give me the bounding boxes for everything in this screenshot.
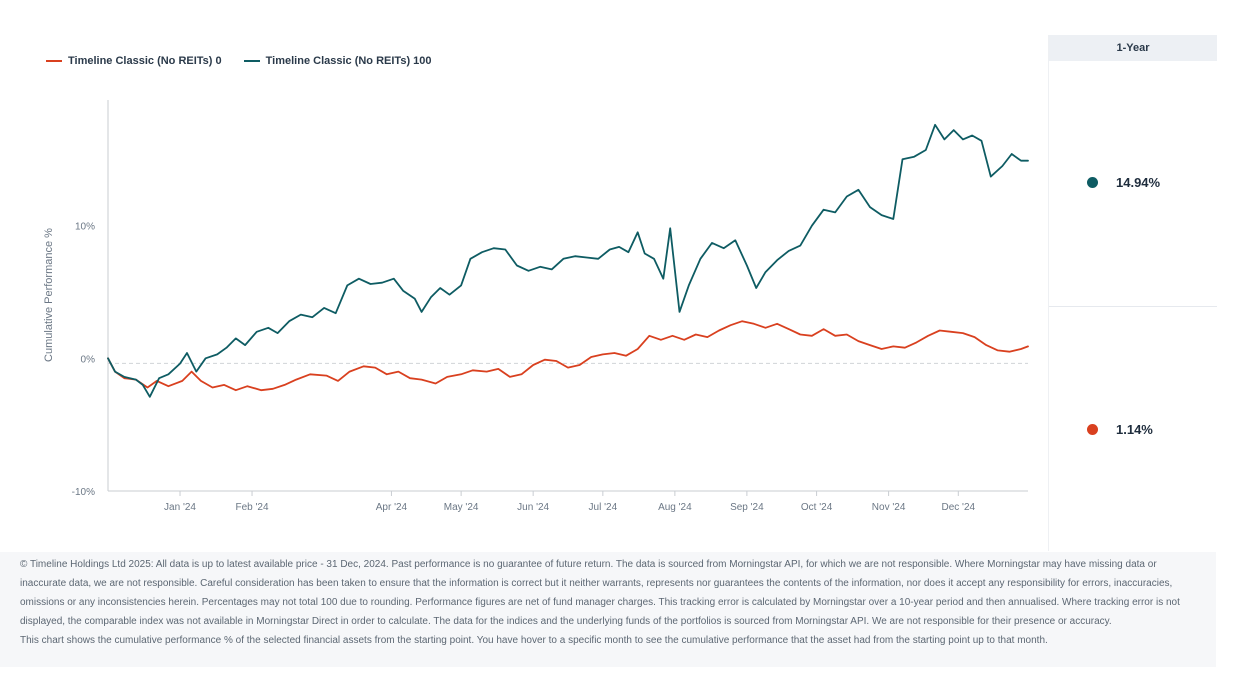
y-tick-label: 0% <box>81 354 96 365</box>
x-tick-label: Aug '24 <box>658 502 692 513</box>
returns-side-panel: 1-Year 14.94% 1.14% <box>1048 35 1217 551</box>
legend-swatch-series-0 <box>46 60 62 62</box>
x-tick-label: Jun '24 <box>517 502 549 513</box>
legend-item-series-100[interactable]: Timeline Classic (No REITs) 100 <box>243 55 432 67</box>
x-tick-label: Sep '24 <box>730 502 764 513</box>
return-row-series-100: 14.94% <box>1049 175 1217 190</box>
return-value-series-100: 14.94% <box>1116 175 1161 190</box>
chart-legend: Timeline Classic (No REITs) 0 Timeline C… <box>46 55 432 67</box>
y-tick-label: 10% <box>75 222 95 233</box>
return-row-series-0: 1.14% <box>1049 422 1217 437</box>
return-value-series-0: 1.14% <box>1116 422 1153 437</box>
legend-label-series-100: Timeline Classic (No REITs) 100 <box>265 55 432 67</box>
series-0-dot <box>1087 424 1098 435</box>
legend-swatch-series-100 <box>243 60 260 62</box>
y-tick-label: -10% <box>72 487 95 498</box>
series-100-dot <box>1087 177 1098 188</box>
legend-item-series-0[interactable]: Timeline Classic (No REITs) 0 <box>46 55 222 67</box>
x-tick-label: Oct '24 <box>801 502 833 513</box>
x-tick-label: Feb '24 <box>236 502 269 513</box>
x-tick-label: Dec '24 <box>942 502 976 513</box>
x-tick-label: Jan '24 <box>164 502 196 513</box>
period-header: 1-Year <box>1049 35 1217 61</box>
x-tick-label: Nov '24 <box>872 502 906 513</box>
legend-label-series-0: Timeline Classic (No REITs) 0 <box>68 55 222 67</box>
x-tick-label: Jul '24 <box>589 502 618 513</box>
chart-footer: © Timeline Holdings Ltd 2025: All data i… <box>0 552 1216 667</box>
disclaimer-text: © Timeline Holdings Ltd 2025: All data i… <box>20 559 1180 627</box>
chart-explanation-text: This chart shows the cumulative performa… <box>20 635 1048 646</box>
series-line-100[interactable] <box>107 123 1029 398</box>
line-chart-plot[interactable]: -10% 0% 10% Jan '24 Feb '24 Apr '24 May '24 Jun… <box>0 0 1048 552</box>
series-line-0[interactable] <box>107 320 1029 392</box>
x-tick-label: May '24 <box>444 502 479 513</box>
side-panel-divider <box>1049 306 1217 307</box>
x-tick-label: Apr '24 <box>376 502 408 513</box>
performance-chart-card: Timeline Classic (No REITs) 0 Timeline C… <box>0 0 1048 552</box>
